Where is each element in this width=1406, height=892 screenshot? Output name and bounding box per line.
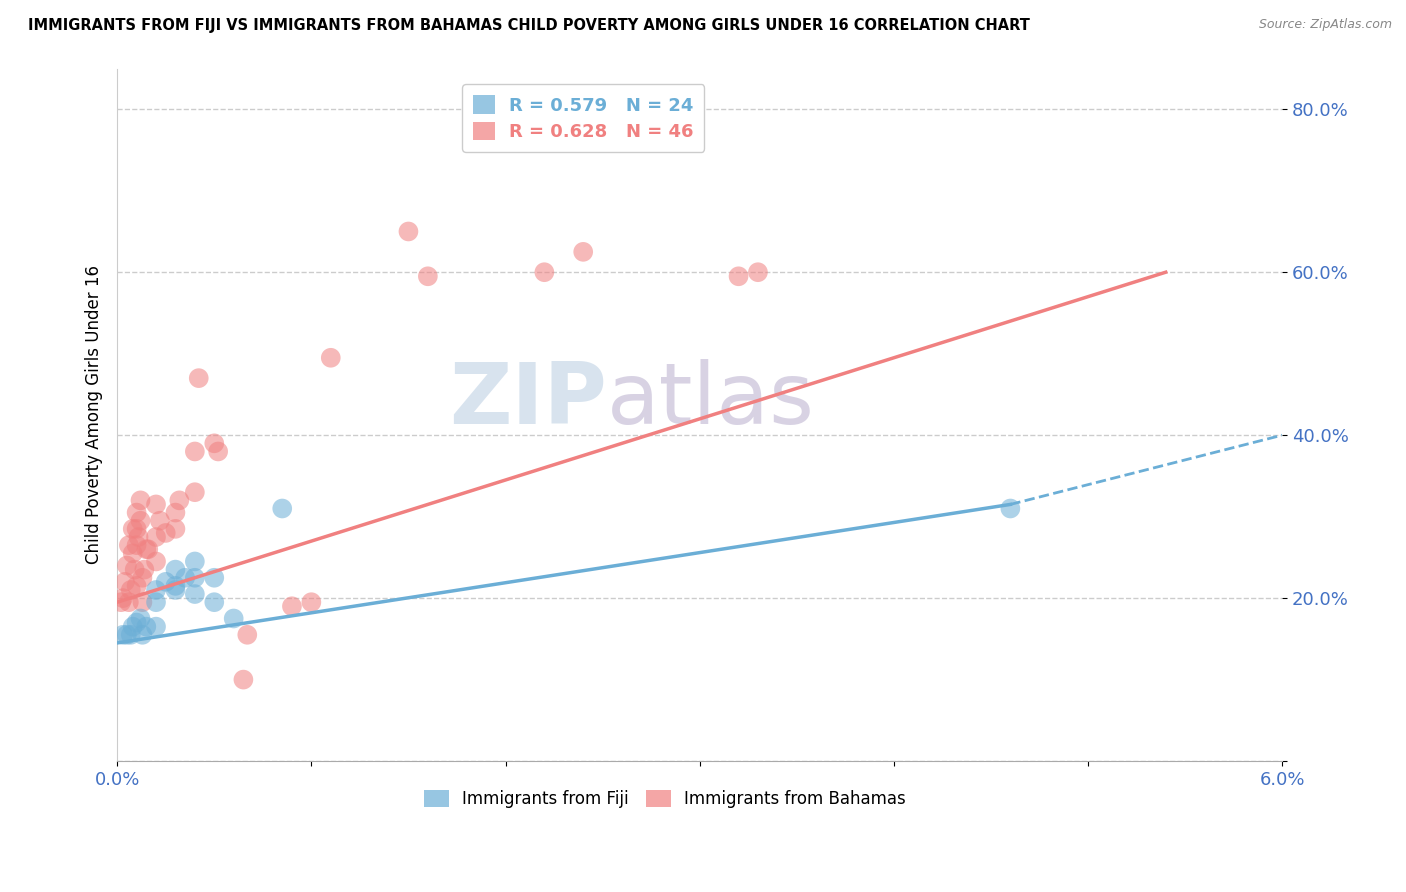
Y-axis label: Child Poverty Among Girls Under 16: Child Poverty Among Girls Under 16 xyxy=(86,265,103,565)
Point xyxy=(184,571,207,585)
Point xyxy=(145,554,167,568)
Point xyxy=(131,595,153,609)
Legend: Immigrants from Fiji, Immigrants from Bahamas: Immigrants from Fiji, Immigrants from Ba… xyxy=(418,783,912,815)
Point xyxy=(145,582,167,597)
Point xyxy=(1000,501,1022,516)
Point xyxy=(533,265,555,279)
Point xyxy=(136,542,159,557)
Point xyxy=(125,538,148,552)
Point xyxy=(155,574,177,589)
Point xyxy=(165,522,187,536)
Point xyxy=(124,563,146,577)
Point xyxy=(111,628,134,642)
Point xyxy=(120,628,142,642)
Point xyxy=(747,265,769,279)
Point xyxy=(299,595,322,609)
Point xyxy=(145,530,167,544)
Point xyxy=(145,497,167,511)
Point xyxy=(125,522,148,536)
Point xyxy=(165,563,187,577)
Text: ZIP: ZIP xyxy=(449,359,606,442)
Point xyxy=(135,620,157,634)
Point xyxy=(165,579,187,593)
Point xyxy=(118,595,141,609)
Point xyxy=(187,371,209,385)
Point xyxy=(202,571,225,585)
Point xyxy=(129,493,152,508)
Point xyxy=(115,628,138,642)
Point xyxy=(202,436,225,450)
Point xyxy=(121,522,143,536)
Point xyxy=(207,444,229,458)
Point xyxy=(131,571,153,585)
Point xyxy=(134,563,156,577)
Point xyxy=(281,599,304,614)
Text: IMMIGRANTS FROM FIJI VS IMMIGRANTS FROM BAHAMAS CHILD POVERTY AMONG GIRLS UNDER : IMMIGRANTS FROM FIJI VS IMMIGRANTS FROM … xyxy=(28,18,1031,33)
Point xyxy=(271,501,294,516)
Point xyxy=(129,514,152,528)
Point xyxy=(120,582,142,597)
Point xyxy=(165,582,187,597)
Point xyxy=(236,628,259,642)
Point xyxy=(727,269,749,284)
Point xyxy=(129,611,152,625)
Point xyxy=(125,506,148,520)
Point xyxy=(184,444,207,458)
Point xyxy=(135,542,157,557)
Point xyxy=(416,269,439,284)
Point xyxy=(398,225,420,239)
Point xyxy=(118,538,141,552)
Point xyxy=(145,595,167,609)
Point xyxy=(202,595,225,609)
Point xyxy=(128,530,150,544)
Point xyxy=(155,525,177,540)
Point xyxy=(121,546,143,560)
Text: Source: ZipAtlas.com: Source: ZipAtlas.com xyxy=(1258,18,1392,31)
Point xyxy=(125,579,148,593)
Point xyxy=(232,673,254,687)
Point xyxy=(572,244,595,259)
Point xyxy=(184,587,207,601)
Point xyxy=(115,558,138,573)
Point xyxy=(319,351,342,365)
Point xyxy=(184,554,207,568)
Point xyxy=(121,620,143,634)
Point xyxy=(174,571,197,585)
Point xyxy=(114,574,136,589)
Point xyxy=(111,591,134,606)
Point xyxy=(169,493,191,508)
Point xyxy=(184,485,207,500)
Point xyxy=(125,615,148,630)
Text: atlas: atlas xyxy=(606,359,814,442)
Point xyxy=(149,514,172,528)
Point xyxy=(131,628,153,642)
Point xyxy=(110,595,132,609)
Point xyxy=(145,620,167,634)
Point xyxy=(165,506,187,520)
Point xyxy=(222,611,245,625)
